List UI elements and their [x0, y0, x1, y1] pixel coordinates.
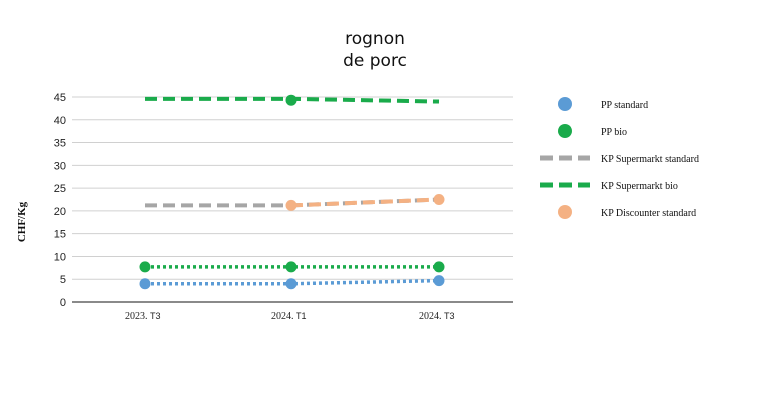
y-tick-label: 0: [60, 297, 66, 309]
data-point: [285, 94, 297, 106]
legend-label: PP standard: [601, 100, 648, 111]
x-tick-label: 2023. T3: [125, 311, 161, 322]
legend-label: KP Discounter standard: [601, 208, 696, 219]
y-tick-label: 5: [60, 274, 66, 286]
y-tick-label: 35: [54, 138, 66, 150]
y-tick-label: 15: [54, 229, 66, 241]
data-point: [285, 261, 297, 273]
y-tick-label: 45: [54, 92, 66, 104]
data-point: [139, 261, 151, 273]
data-point: [433, 194, 445, 205]
series-line-kp-discounter-standard: [290, 197, 440, 208]
x-tick-label: 2024. T3: [419, 311, 455, 322]
legend-label: KP Supermarkt bio: [601, 181, 678, 192]
legend-label: KP Supermarkt standard: [601, 154, 699, 165]
y-tick-label: 10: [54, 251, 66, 263]
chart-title-line-2: de porc: [343, 51, 407, 71]
y-tick-label: 30: [54, 160, 66, 172]
y-tick-label: 40: [54, 115, 66, 127]
legend-marker: [558, 205, 572, 219]
data-point: [139, 278, 151, 290]
legend-marker: [558, 124, 572, 138]
series-markers: [139, 94, 445, 290]
y-axis-ticks: 0 5 10 15 20 25 30 35 40 45: [54, 92, 66, 309]
chart-title: rognon de porc: [280, 28, 470, 72]
data-point: [285, 199, 297, 211]
legend-label: PP bio: [601, 127, 627, 138]
x-tick-label: 2024. T1: [271, 311, 307, 322]
x-axis-ticks: 2023. T3 2024. T1 2024. T3: [125, 311, 455, 322]
data-point: [285, 278, 297, 290]
chart-title-line-1: rognon: [345, 29, 405, 49]
legend: PP standard PP bio KP Supermarkt standard K…: [540, 97, 699, 219]
y-tick-label: 20: [54, 206, 66, 218]
data-point: [433, 261, 445, 273]
y-tick-label: 25: [54, 183, 66, 195]
y-axis-label: CHF/Kg: [16, 201, 28, 242]
data-point: [433, 275, 445, 287]
legend-marker: [558, 97, 572, 111]
